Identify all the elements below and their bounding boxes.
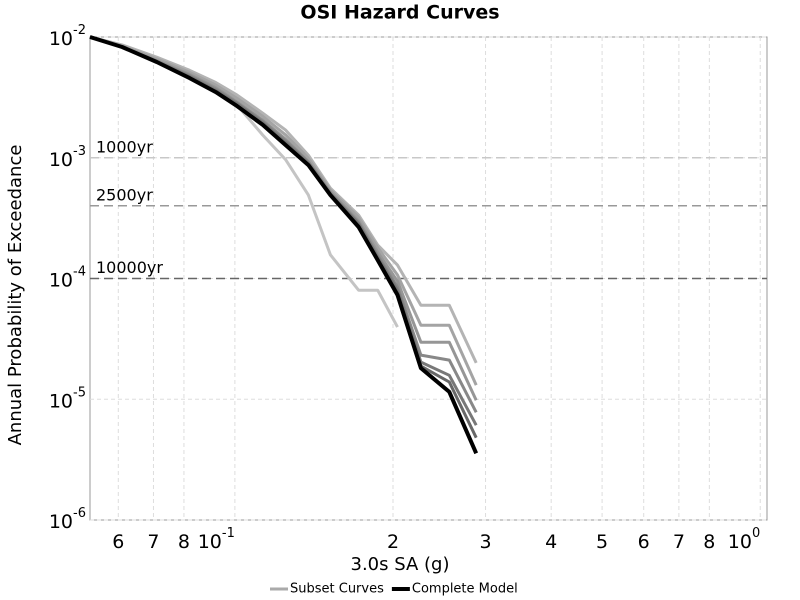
- reference-label: 2500yr: [96, 185, 153, 204]
- tick-label-base: 8: [178, 531, 190, 553]
- reference-label: 10000yr: [96, 258, 163, 277]
- legend-label: Subset Curves: [290, 582, 384, 597]
- tick-label-exponent: -4: [73, 264, 86, 279]
- tick-label: 6: [112, 531, 124, 553]
- tick-label: 3: [479, 531, 491, 553]
- chart-title: OSI Hazard Curves: [300, 2, 499, 24]
- x-axis-label: 3.0s SA (g): [351, 554, 450, 575]
- tick-label-base: 10: [49, 269, 73, 291]
- tick-label-base: 10: [49, 28, 73, 50]
- tick-label: 6: [638, 531, 650, 553]
- tick-label-base: 10: [49, 511, 73, 533]
- model-curve: [89, 35, 479, 455]
- tick-label: 8: [703, 531, 715, 553]
- tick-label-exponent: 0: [752, 526, 760, 541]
- tick-label: 10-3: [49, 143, 86, 170]
- reference-label: 1000yr: [96, 137, 153, 156]
- tick-label: 10-1: [198, 526, 235, 553]
- y-axis-label: Annual Probability of Exceedance: [5, 145, 26, 446]
- tick-label-exponent: -2: [73, 23, 86, 38]
- tick-label-base: 10: [198, 531, 222, 553]
- subset-curve: [89, 35, 478, 364]
- tick-label-base: 4: [545, 531, 557, 553]
- subset-curve: [89, 35, 478, 386]
- tick-label-exponent: -3: [73, 143, 86, 158]
- tick-label-base: 10: [49, 148, 73, 170]
- tick-label-exponent: -1: [222, 526, 235, 541]
- tick-label-base: 5: [596, 531, 608, 553]
- tick-label-base: 6: [112, 531, 124, 553]
- tick-label: 2: [387, 531, 399, 553]
- tick-label-base: 10: [728, 531, 752, 553]
- reference-lines: 1000yr 2500yr 10000yr: [90, 137, 767, 280]
- tick-label-base: 7: [673, 531, 685, 553]
- tick-label-base: 8: [703, 531, 715, 553]
- tick-label: 100: [728, 526, 760, 553]
- tick-label-base: 10: [49, 390, 73, 412]
- tick-label: 10-4: [49, 264, 86, 291]
- lines: [89, 35, 479, 455]
- tick-label-exponent: -5: [73, 385, 86, 400]
- tick-label-exponent: -6: [73, 506, 86, 521]
- tick-label: 7: [147, 531, 159, 553]
- tick-label: 5: [596, 531, 608, 553]
- tick-label: 8: [178, 531, 190, 553]
- legend: Subset Curves Complete Model: [270, 582, 518, 597]
- tick-label-base: 7: [147, 531, 159, 553]
- tick-label: 10-6: [49, 506, 86, 533]
- tick-label: 10-2: [49, 23, 86, 50]
- tick-label: 4: [545, 531, 557, 553]
- legend-label: Complete Model: [412, 582, 518, 597]
- tick-label-base: 3: [479, 531, 491, 553]
- tick-label: 7: [673, 531, 685, 553]
- tick-label: 10-5: [49, 385, 86, 412]
- tick-label-base: 2: [387, 531, 399, 553]
- tick-label-base: 6: [638, 531, 650, 553]
